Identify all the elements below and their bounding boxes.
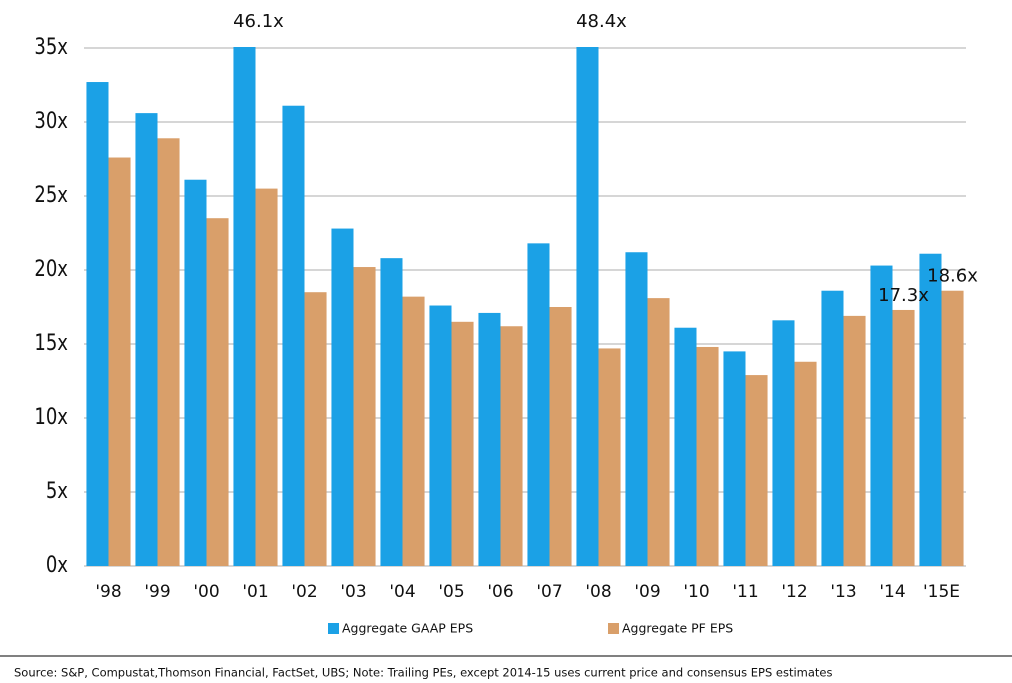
bar [723, 351, 746, 566]
bar [919, 253, 942, 566]
x-tick-label: '08 [585, 582, 611, 602]
bar [206, 218, 229, 566]
bar [625, 252, 648, 567]
bar [794, 361, 817, 566]
bar [233, 47, 256, 567]
bar [745, 375, 768, 566]
legend-label: Aggregate GAAP EPS [342, 621, 473, 636]
y-tick-label: 10x [34, 403, 68, 429]
bar [429, 305, 452, 566]
bar [255, 188, 278, 566]
bar [282, 105, 305, 566]
x-tick-label: '01 [242, 582, 268, 602]
bar [86, 82, 109, 566]
bars [86, 47, 964, 567]
data-label: 48.4x [576, 11, 627, 32]
bar [157, 138, 180, 566]
data-label: 18.6x [927, 266, 978, 287]
y-tick-label: 20x [34, 255, 68, 281]
x-tick-label: '04 [389, 582, 415, 602]
bar [108, 157, 131, 566]
bar [870, 265, 893, 566]
bar [500, 326, 523, 566]
x-tick-label: '09 [634, 582, 660, 602]
y-tick-label: 5x [46, 477, 68, 503]
x-tick-label: '14 [879, 582, 905, 602]
bar [353, 267, 376, 566]
x-tick-label: '98 [95, 582, 121, 602]
bar [451, 321, 474, 566]
x-tick-label: '11 [732, 582, 758, 602]
bar [772, 320, 795, 566]
bar [892, 309, 915, 566]
bar [576, 47, 599, 566]
y-tick-label: 25x [34, 181, 68, 207]
bar [184, 179, 207, 566]
bar [941, 290, 964, 566]
bar [402, 296, 425, 566]
y-tick-label: 0x [46, 551, 68, 577]
bar [331, 228, 354, 566]
x-tick-label: '02 [291, 582, 317, 602]
data-label: 46.1x [233, 11, 284, 32]
x-tick-label: '07 [536, 582, 562, 602]
legend-swatch [608, 623, 619, 634]
y-tick-label: 35x [34, 33, 68, 59]
bar [304, 292, 327, 566]
legend-swatch [328, 623, 339, 634]
bar [549, 307, 572, 566]
x-tick-label: '12 [781, 582, 807, 602]
bar [843, 315, 866, 566]
bar [598, 348, 621, 566]
x-tick-label: '15E [923, 582, 960, 602]
bar [696, 346, 719, 566]
bar [527, 243, 550, 567]
y-tick-label: 15x [34, 329, 68, 355]
source-note: Source: S&P, Compustat,Thomson Financial… [14, 666, 833, 680]
x-tick-label: '06 [487, 582, 513, 602]
y-tick-label: 30x [34, 107, 68, 133]
x-tick-label: '99 [144, 582, 170, 602]
x-tick-label: '00 [193, 582, 219, 602]
x-tick-label: '10 [683, 582, 709, 602]
bar [821, 290, 844, 566]
bar [674, 327, 697, 566]
legend-label: Aggregate PF EPS [622, 621, 733, 636]
bar [135, 113, 158, 567]
bar [380, 258, 403, 566]
x-tick-label: '05 [438, 582, 464, 602]
bar [478, 312, 501, 566]
x-tick-label: '13 [830, 582, 856, 602]
bar [647, 298, 670, 566]
x-tick-label: '03 [340, 582, 366, 602]
data-label: 17.3x [878, 285, 929, 306]
